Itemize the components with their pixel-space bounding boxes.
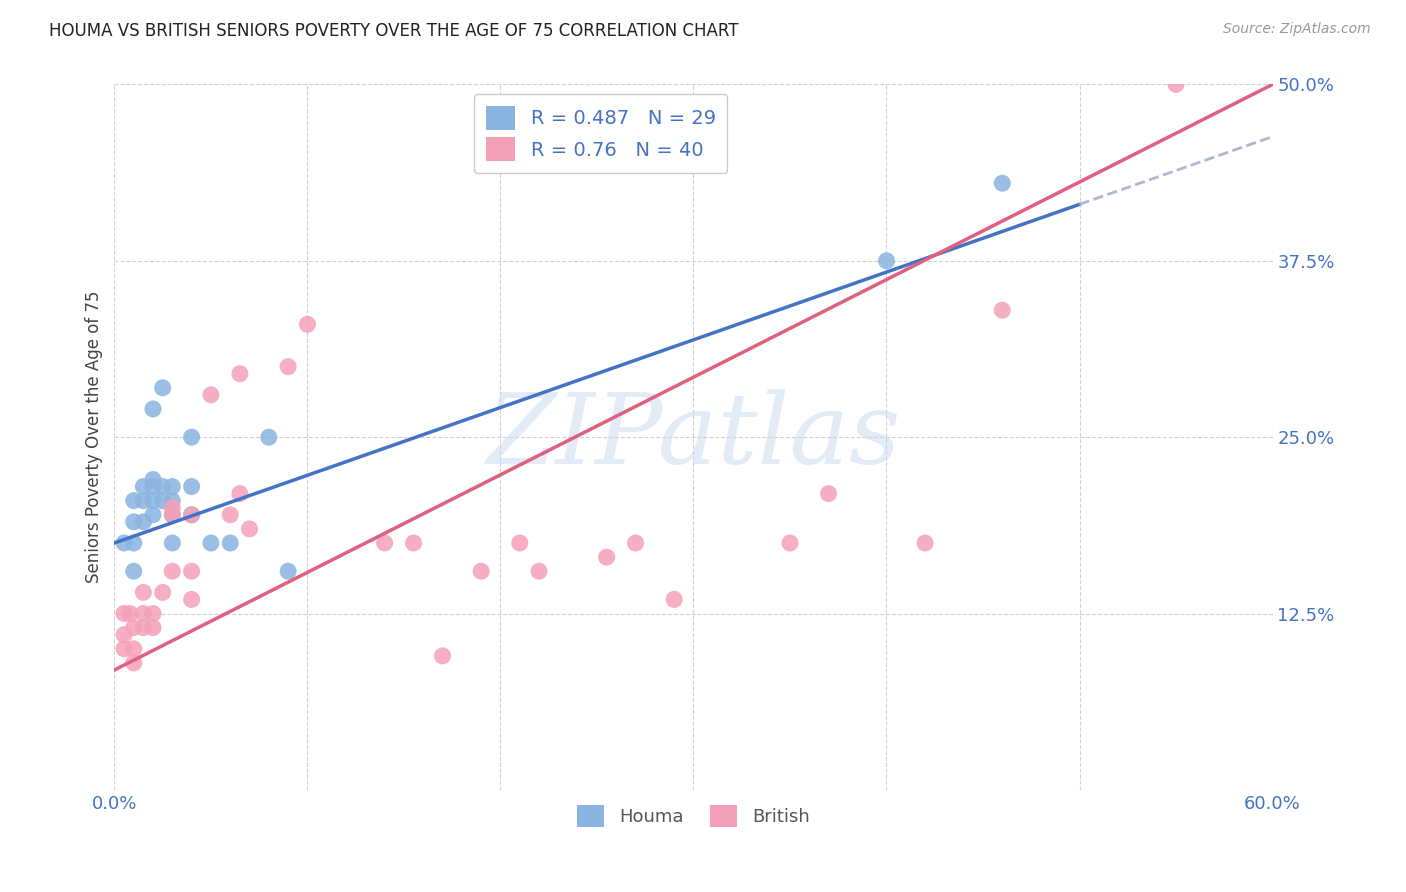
Point bbox=[991, 176, 1014, 190]
Point bbox=[152, 479, 174, 493]
Point bbox=[118, 607, 141, 621]
Point bbox=[152, 493, 174, 508]
Point bbox=[229, 486, 252, 500]
Point bbox=[180, 479, 202, 493]
Point bbox=[297, 318, 319, 332]
Point bbox=[162, 536, 184, 550]
Point bbox=[132, 479, 155, 493]
Point bbox=[817, 486, 839, 500]
Point bbox=[180, 508, 202, 522]
Point bbox=[112, 536, 135, 550]
Point bbox=[229, 367, 252, 381]
Point bbox=[142, 479, 165, 493]
Point bbox=[509, 536, 531, 550]
Point bbox=[122, 536, 145, 550]
Point bbox=[876, 253, 898, 268]
Point bbox=[142, 493, 165, 508]
Point bbox=[219, 536, 242, 550]
Point bbox=[162, 508, 184, 522]
Point bbox=[180, 564, 202, 578]
Point bbox=[112, 607, 135, 621]
Point bbox=[595, 550, 617, 565]
Text: HOUMA VS BRITISH SENIORS POVERTY OVER THE AGE OF 75 CORRELATION CHART: HOUMA VS BRITISH SENIORS POVERTY OVER TH… bbox=[49, 22, 738, 40]
Point bbox=[122, 656, 145, 670]
Point bbox=[162, 493, 184, 508]
Point bbox=[132, 607, 155, 621]
Point bbox=[1164, 78, 1187, 92]
Point bbox=[277, 359, 299, 374]
Point bbox=[142, 473, 165, 487]
Point bbox=[180, 592, 202, 607]
Point bbox=[142, 401, 165, 416]
Point bbox=[432, 648, 454, 663]
Point bbox=[374, 536, 396, 550]
Point bbox=[180, 508, 202, 522]
Point bbox=[180, 430, 202, 444]
Text: Source: ZipAtlas.com: Source: ZipAtlas.com bbox=[1223, 22, 1371, 37]
Legend: Houma, British: Houma, British bbox=[569, 797, 817, 834]
Point bbox=[152, 381, 174, 395]
Point bbox=[662, 592, 685, 607]
Point bbox=[122, 621, 145, 635]
Point bbox=[470, 564, 492, 578]
Point bbox=[122, 564, 145, 578]
Point bbox=[277, 564, 299, 578]
Point bbox=[200, 536, 222, 550]
Point bbox=[112, 628, 135, 642]
Point bbox=[162, 500, 184, 515]
Y-axis label: Seniors Poverty Over the Age of 75: Seniors Poverty Over the Age of 75 bbox=[86, 291, 103, 583]
Point bbox=[162, 479, 184, 493]
Point bbox=[122, 515, 145, 529]
Point bbox=[142, 621, 165, 635]
Point bbox=[238, 522, 260, 536]
Point bbox=[152, 585, 174, 599]
Point bbox=[402, 536, 425, 550]
Point bbox=[132, 515, 155, 529]
Point bbox=[132, 621, 155, 635]
Point bbox=[122, 641, 145, 656]
Point bbox=[779, 536, 801, 550]
Point bbox=[991, 303, 1014, 318]
Point bbox=[132, 585, 155, 599]
Point bbox=[624, 536, 647, 550]
Point bbox=[162, 564, 184, 578]
Text: ZIPatlas: ZIPatlas bbox=[486, 390, 901, 485]
Point bbox=[132, 493, 155, 508]
Point bbox=[257, 430, 280, 444]
Point bbox=[219, 508, 242, 522]
Point bbox=[142, 508, 165, 522]
Point bbox=[527, 564, 550, 578]
Point bbox=[200, 388, 222, 402]
Point bbox=[112, 641, 135, 656]
Point bbox=[122, 493, 145, 508]
Point bbox=[142, 607, 165, 621]
Point bbox=[914, 536, 936, 550]
Point bbox=[162, 508, 184, 522]
